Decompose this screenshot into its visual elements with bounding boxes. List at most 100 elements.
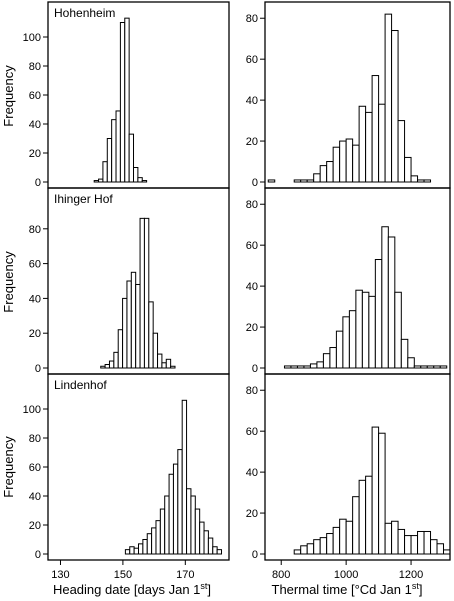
y-tick-label-lindenhof-thermal-time-0: 0 (252, 549, 258, 561)
histogram-bar-lindenhof-thermal-time-23 (443, 549, 451, 555)
y-tick-label-hohenheim-heading-date-60: 60 (29, 90, 41, 102)
histogram-bar-ihinger-hof-thermal-time-24 (439, 365, 448, 369)
xlabel-thermal-time: Thermal time [°Cd Jan 1st] (272, 581, 423, 597)
histogram-bar-ihinger-hof-heading-date-0 (100, 365, 106, 369)
ylabel-lindenhof: Frequency (1, 436, 16, 498)
histogram-bar-lindenhof-heading-date-2 (133, 547, 140, 555)
histogram-bar-lindenhof-thermal-time-15 (391, 520, 399, 555)
y-tick-label-lindenhof-heading-date-0: 0 (35, 549, 41, 561)
histogram-bar-ihinger-hof-heading-date-3 (113, 351, 119, 369)
histogram-bar-hohenheim-heading-date-6 (119, 22, 126, 183)
panel-title-hohenheim-heading-date: Hohenheim (54, 6, 115, 20)
histogram-bar-lindenhof-heading-date-17 (199, 521, 205, 555)
histogram-bar-lindenhof-heading-date-12 (177, 449, 183, 555)
y-tick-label-ihinger-hof-thermal-time-60: 60 (246, 240, 258, 252)
y-tick-label-hohenheim-heading-date-80: 80 (29, 61, 41, 73)
histogram-bar-hohenheim-thermal-time-17 (378, 103, 386, 183)
histogram-bar-lindenhof-heading-date-8 (159, 508, 166, 555)
histogram-bar-ihinger-hof-thermal-time-2 (296, 365, 305, 369)
histogram-bar-lindenhof-heading-date-13 (181, 399, 188, 555)
histogram-bar-hohenheim-thermal-time-13 (352, 144, 360, 183)
histogram-bar-ihinger-hof-heading-date-12 (152, 332, 159, 369)
histogram-bar-hohenheim-heading-date-3 (106, 138, 113, 183)
x-tick-label-lindenhof-heading-date-170: 170 (176, 569, 194, 581)
panel-frame-hohenheim-heading-date (47, 1, 230, 189)
histogram-bar-ihinger-hof-thermal-time-3 (303, 365, 311, 369)
histogram-bar-ihinger-hof-heading-date-10 (143, 217, 150, 369)
histogram-bar-ihinger-hof-heading-date-1 (104, 364, 110, 369)
histogram-bar-lindenhof-thermal-time-4 (319, 537, 328, 555)
histogram-bar-ihinger-hof-thermal-time-18 (400, 338, 409, 369)
y-tick-label-lindenhof-heading-date-100: 100 (23, 404, 41, 416)
histogram-bar-ihinger-hof-heading-date-15 (165, 358, 172, 369)
histogram-bar-hohenheim-thermal-time-9 (326, 161, 334, 183)
histogram-bar-ihinger-hof-heading-date-14 (161, 362, 167, 369)
y-tick-label-hohenheim-thermal-time-60: 60 (246, 54, 258, 66)
histogram-bar-lindenhof-heading-date-18 (203, 530, 209, 555)
histogram-bar-ihinger-hof-thermal-time-16 (387, 236, 396, 369)
histogram-bar-hohenheim-heading-date-5 (115, 110, 121, 183)
histogram-bar-lindenhof-heading-date-1 (129, 546, 135, 555)
panel-ihinger-hof-thermal-time: 0 20 40 60 80 (246, 187, 451, 375)
histogram-bar-lindenhof-heading-date-11 (172, 463, 179, 555)
histogram-bar-hohenheim-thermal-time-10 (332, 146, 341, 183)
histogram-bar-ihinger-hof-heading-date-13 (157, 353, 163, 369)
histogram-bar-hohenheim-thermal-time-11 (339, 140, 347, 183)
y-tick-label-lindenhof-thermal-time-20: 20 (246, 508, 258, 520)
y-tick-label-ihinger-hof-heading-date-60: 60 (29, 259, 41, 271)
histogram-bar-ihinger-hof-thermal-time-22 (426, 365, 435, 369)
panel-title-ihinger-hof-heading-date: Ihinger Hof (54, 192, 113, 206)
y-tick-label-lindenhof-heading-date-40: 40 (29, 491, 41, 503)
y-tick-label-ihinger-hof-heading-date-40: 40 (29, 293, 41, 305)
histogram-bar-ihinger-hof-thermal-time-10 (348, 310, 357, 369)
histogram-bar-lindenhof-thermal-time-8 (345, 520, 354, 555)
histogram-bar-lindenhof-heading-date-20 (212, 546, 218, 555)
histogram-bar-lindenhof-thermal-time-18 (410, 535, 419, 555)
histogram-bar-ihinger-hof-thermal-time-21 (420, 365, 428, 369)
y-tick-label-lindenhof-thermal-time-40: 40 (246, 467, 258, 479)
histogram-bar-hohenheim-thermal-time-8 (319, 165, 328, 183)
histogram-bar-lindenhof-thermal-time-1 (300, 545, 308, 555)
histogram-bar-lindenhof-heading-date-15 (190, 495, 196, 555)
ylabel-hohenheim: Frequency (1, 65, 16, 127)
y-tick-label-hohenheim-thermal-time-40: 40 (246, 95, 258, 107)
y-tick-label-hohenheim-thermal-time-20: 20 (246, 136, 258, 148)
x-tick-label-lindenhof-thermal-time-1200: 1200 (399, 569, 423, 581)
y-tick-label-hohenheim-heading-date-100: 100 (23, 32, 41, 44)
histogram-bar-ihinger-hof-heading-date-6 (126, 280, 132, 369)
y-tick-label-ihinger-hof-thermal-time-80: 80 (246, 199, 258, 211)
histogram-bar-hohenheim-thermal-time-16 (371, 75, 380, 183)
histogram-bar-hohenheim-heading-date-4 (111, 119, 117, 183)
histogram-bar-hohenheim-thermal-time-22 (410, 175, 419, 183)
histogram-bar-lindenhof-thermal-time-12 (371, 426, 380, 555)
panel-hohenheim-thermal-time: 0 20 40 60 80 (246, 1, 451, 189)
histogram-bar-hohenheim-thermal-time-14 (358, 105, 367, 183)
y-tick-label-hohenheim-heading-date-40: 40 (29, 119, 41, 131)
y-tick-label-ihinger-hof-heading-date-0: 0 (35, 363, 41, 375)
histogram-bar-lindenhof-heading-date-7 (155, 520, 161, 555)
histogram-bar-hohenheim-thermal-time-7 (313, 173, 321, 183)
histogram-bar-hohenheim-heading-date-1 (98, 178, 104, 183)
histogram-bar-lindenhof-thermal-time-11 (365, 475, 373, 555)
panel-lindenhof-heading-date: 0 20 40 60 80 100 130 150 170 Lindenhof (23, 373, 230, 581)
histogram-bar-ihinger-hof-heading-date-16 (170, 365, 176, 369)
histogram-bar-lindenhof-thermal-time-22 (436, 543, 445, 555)
histogram-bar-hohenheim-heading-date-2 (102, 161, 108, 183)
y-tick-label-lindenhof-thermal-time-80: 80 (246, 385, 258, 397)
panel-hohenheim-heading-date: 0 20 40 60 80 100 Hohenheim (23, 1, 230, 189)
histogram-bar-ihinger-hof-thermal-time-4 (309, 363, 318, 369)
ylabel-group: Frequency Frequency Frequency (1, 65, 16, 498)
histogram-bar-lindenhof-thermal-time-0 (293, 549, 302, 555)
histogram-bar-hohenheim-thermal-time-0 (267, 179, 276, 183)
histogram-bar-hohenheim-thermal-time-12 (345, 138, 354, 183)
histogram-bar-hohenheim-thermal-time-21 (404, 156, 412, 183)
histogram-bar-hohenheim-thermal-time-19 (391, 30, 399, 183)
histogram-bar-ihinger-hof-thermal-time-0 (283, 365, 292, 369)
histogram-bar-hohenheim-thermal-time-4 (293, 179, 302, 183)
histogram-bar-ihinger-hof-thermal-time-1 (290, 365, 298, 369)
histogram-bar-ihinger-hof-thermal-time-9 (342, 316, 350, 369)
panels: 020406080100Hohenheim020406080020406080I… (23, 1, 451, 581)
histogram-bar-ihinger-hof-thermal-time-13 (368, 295, 376, 369)
y-tick-label-hohenheim-thermal-time-0: 0 (252, 177, 258, 189)
histogram-bar-ihinger-hof-heading-date-2 (108, 360, 115, 369)
